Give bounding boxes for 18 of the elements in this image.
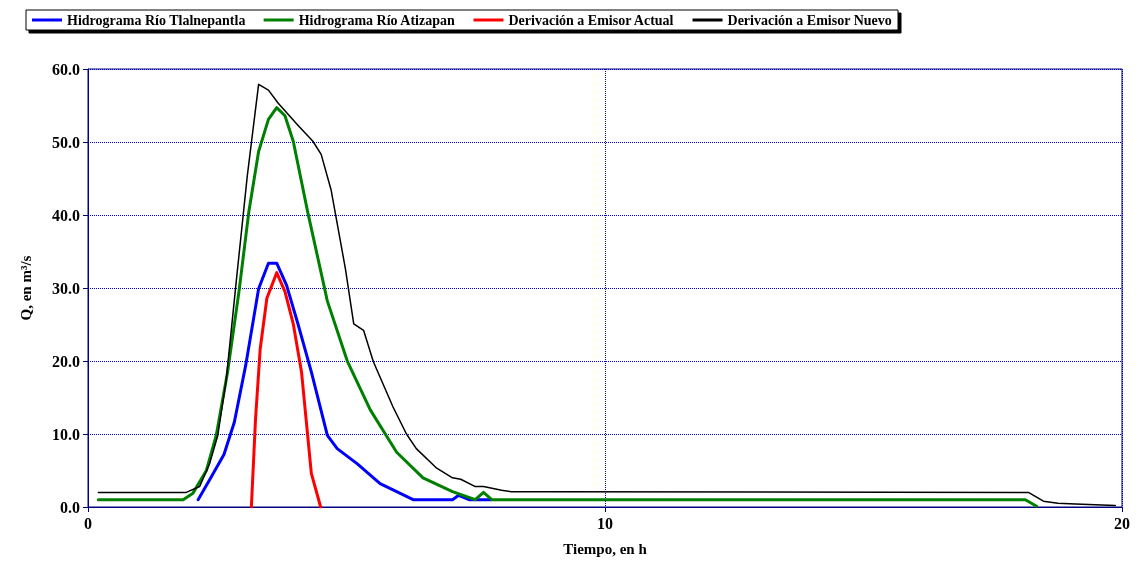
y-tick-label: 30.0: [52, 279, 80, 297]
line-series: [249, 271, 323, 509]
legend-label: Derivación a Emisor Nuevo: [727, 12, 892, 28]
y-tick-label: 40.0: [52, 206, 80, 224]
x-tick-label: 0: [84, 514, 92, 532]
legend-label: Hidrograma Río Tlalnepantla: [67, 12, 246, 28]
line-series: [196, 261, 493, 502]
y-tick-label: 50.0: [52, 133, 80, 151]
y-axis-title: Q, en m³/s: [17, 255, 34, 321]
legend-label: Derivación a Emisor Actual: [508, 12, 674, 28]
legend-label: Hidrograma Río Atizapan: [298, 12, 455, 28]
x-tick-label: 10: [597, 514, 613, 532]
y-tick-label: 0.0: [60, 498, 80, 516]
y-tick-label: 10.0: [52, 425, 80, 443]
y-tick-label: 20.0: [52, 352, 80, 370]
x-tick-label: 20: [1114, 514, 1130, 532]
x-axis-title: Tiempo, en h: [563, 540, 648, 557]
y-tick-label: 60.0: [52, 60, 80, 78]
